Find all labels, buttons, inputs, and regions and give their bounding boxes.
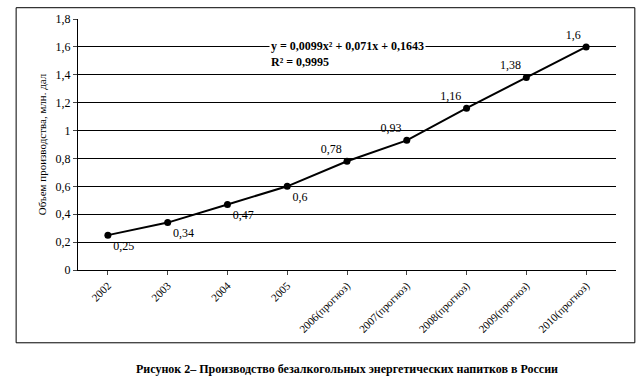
svg-text:2007(прогноз): 2007(прогноз) [357,279,413,335]
svg-text:1: 1 [65,124,71,138]
svg-text:2004: 2004 [209,279,233,303]
svg-text:1,16: 1,16 [440,89,461,103]
svg-text:1,2: 1,2 [56,96,71,110]
svg-text:0,25: 0,25 [113,239,134,253]
svg-text:1,38: 1,38 [500,58,521,72]
svg-text:2002: 2002 [89,280,113,304]
svg-text:2009(прогноз): 2009(прогноз) [476,279,532,335]
svg-text:1,4: 1,4 [56,68,71,82]
svg-text:1,6: 1,6 [566,28,581,42]
svg-text:0,8: 0,8 [56,152,71,166]
svg-text:0: 0 [65,263,71,277]
svg-text:2008(прогноз): 2008(прогноз) [416,279,472,335]
svg-text:0,78: 0,78 [321,142,342,156]
svg-text:0,93: 0,93 [380,121,401,135]
svg-text:0,6: 0,6 [293,190,308,204]
svg-text:0,2: 0,2 [56,235,71,249]
svg-text:y = 0,0099x² + 0,071x + 0,1643: y = 0,0099x² + 0,071x + 0,1643R² = 0,999… [271,39,424,69]
svg-text:Объем производства, млн. дал: Объем производства, млн. дал [36,73,48,215]
svg-text:2006(прогноз): 2006(прогноз) [297,279,353,335]
svg-text:2005: 2005 [268,279,292,303]
svg-text:1,8: 1,8 [56,12,71,26]
svg-text:0,4: 0,4 [56,207,71,221]
svg-text:0,47: 0,47 [233,208,254,222]
svg-text:0,34: 0,34 [173,226,194,240]
svg-text:Рисунок 2– Производство безалк: Рисунок 2– Производство безалкогольных э… [136,362,558,376]
svg-text:2010(прогноз): 2010(прогноз) [536,279,592,335]
svg-text:1,6: 1,6 [56,40,71,54]
svg-text:2003: 2003 [149,279,173,303]
svg-text:0,6: 0,6 [56,180,71,194]
